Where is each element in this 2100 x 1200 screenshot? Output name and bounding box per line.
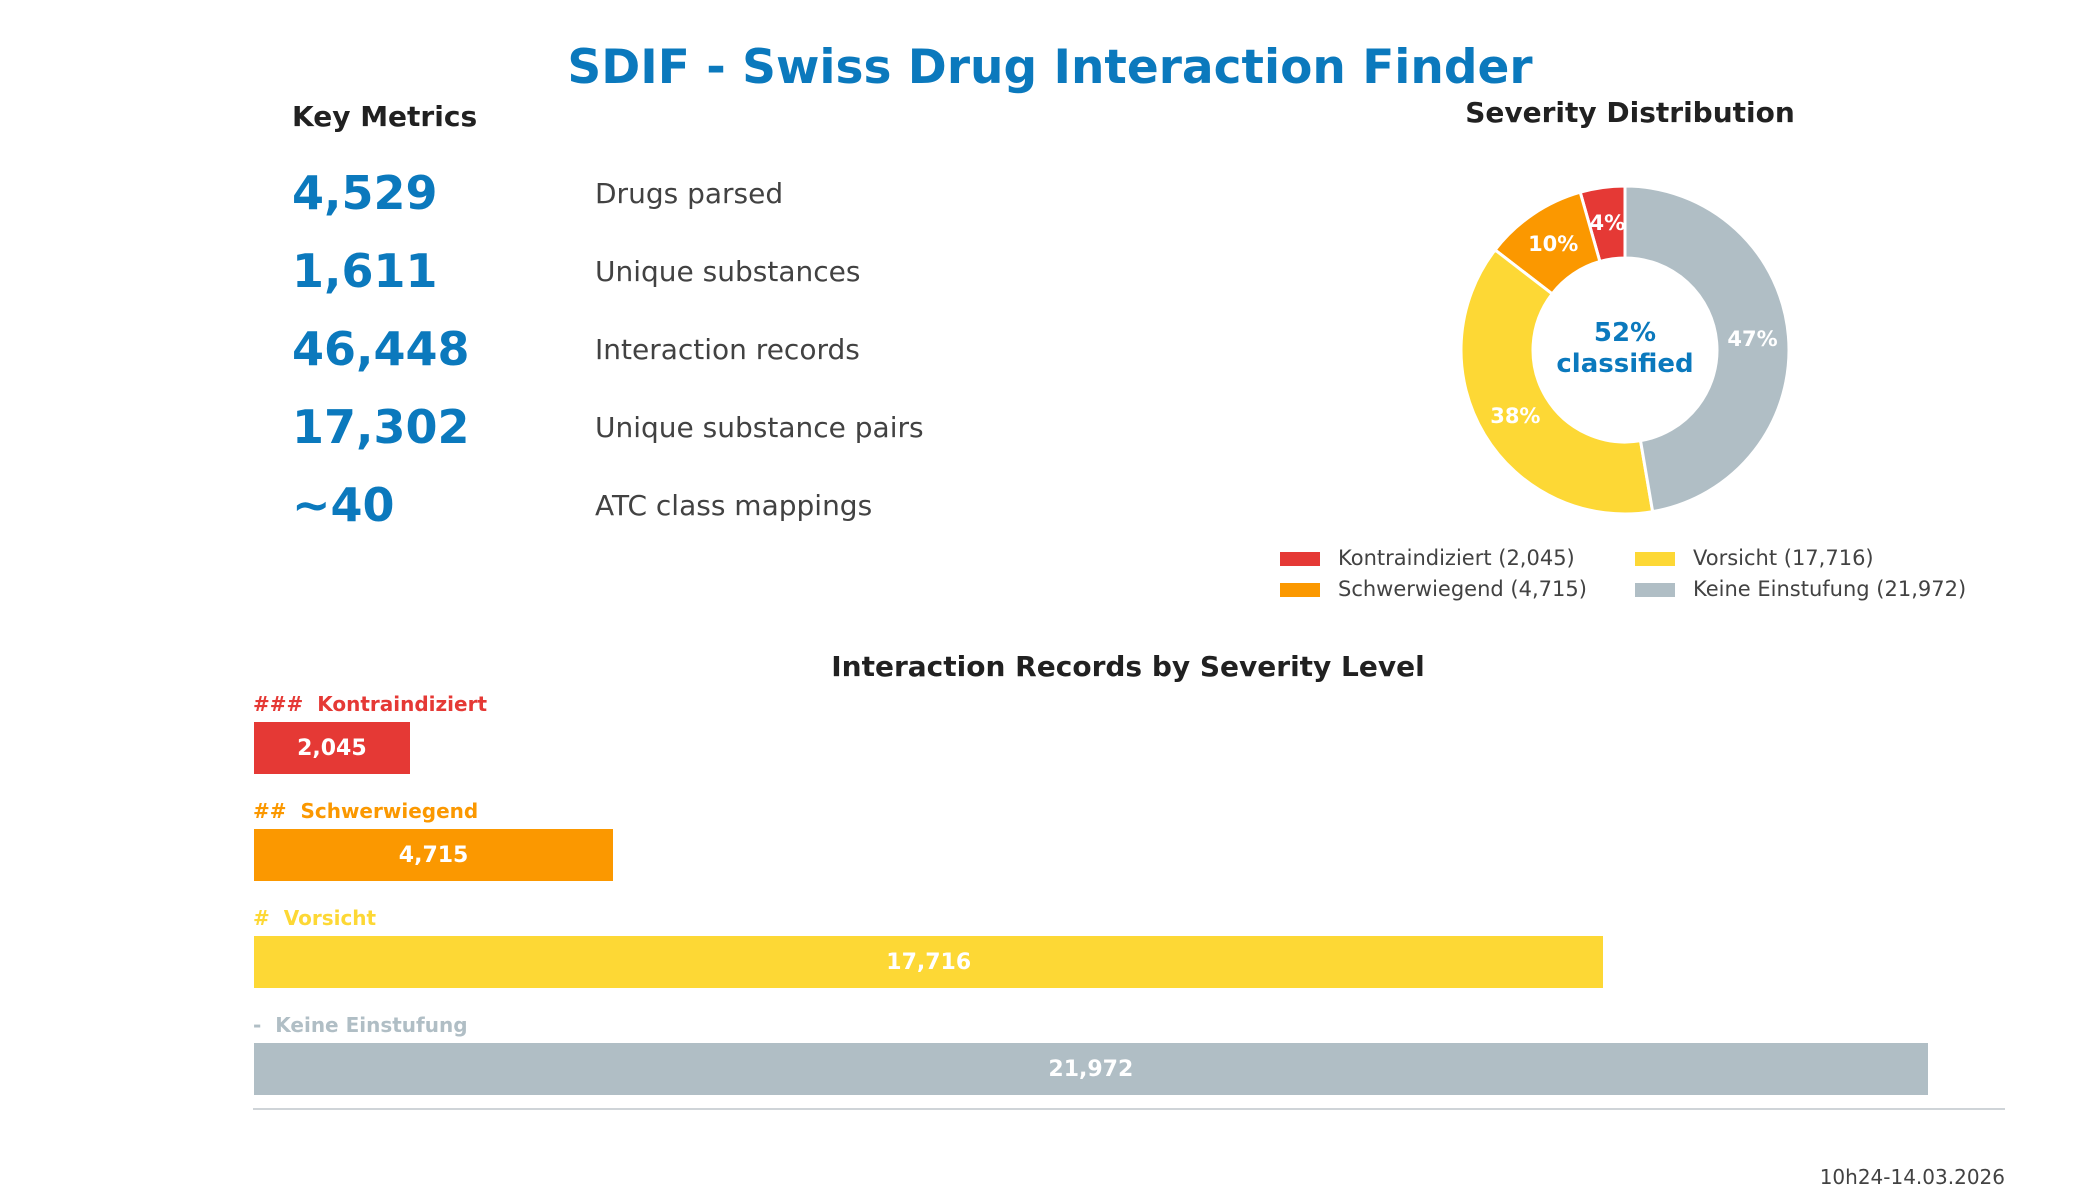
bar-label-vorsicht: # Vorsicht (253, 908, 376, 928)
donut-chart: 4% 10% 38% 47% (1459, 184, 1791, 516)
metric-value-interactions: 46,448 (292, 322, 470, 376)
bar-prefix-schwerwiegend: ## (253, 799, 287, 823)
donut-pct-label-vorsicht: 38% (1490, 404, 1540, 428)
metric-value-drugs: 4,529 (292, 166, 438, 220)
metric-value-pairs: 17,302 (292, 400, 470, 454)
bar-name-schwerwiegend: Schwerwiegend (300, 799, 479, 823)
timestamp: 10h24-14.03.2026 (1819, 1165, 2005, 1189)
legend-label-kontraindiziert: Kontraindiziert (2,045) (1338, 546, 1575, 570)
donut-chart-title: Severity Distribution (1465, 96, 1795, 129)
bar-prefix-keine: - (253, 1013, 262, 1037)
bar-kontraindiziert: 2,045 (254, 722, 410, 774)
legend-swatch-keine (1635, 582, 1675, 597)
metric-label-atc: ATC class mappings (595, 489, 873, 522)
donut-center-label: 52% classified (1525, 318, 1725, 380)
bar-chart-baseline (253, 1108, 2005, 1110)
bar-vorsicht: 17,716 (254, 936, 1604, 988)
legend-swatch-schwerwiegend (1280, 582, 1320, 597)
metric-value-atc: ~40 (292, 478, 395, 532)
bar-prefix-kontraindiziert: ### (253, 692, 304, 716)
legend-item-kontraindiziert: Kontraindiziert (2,045) (1280, 548, 1575, 569)
bar-value-schwerwiegend: 4,715 (398, 842, 469, 868)
legend-item-vorsicht: Vorsicht (17,716) (1635, 548, 1874, 569)
bar-keine: 21,972 (254, 1043, 1928, 1095)
bar-label-kontraindiziert: ### Kontraindiziert (253, 694, 487, 714)
legend-swatch-kontraindiziert (1280, 551, 1320, 566)
bar-chart-title: Interaction Records by Severity Level (831, 650, 1425, 683)
metric-value-substances: 1,611 (292, 244, 438, 298)
legend-item-schwerwiegend: Schwerwiegend (4,715) (1280, 579, 1587, 600)
bar-prefix-vorsicht: # (253, 906, 270, 930)
legend-swatch-vorsicht (1635, 551, 1675, 566)
metric-label-drugs: Drugs parsed (595, 177, 784, 210)
bar-name-keine: Keine Einstufung (275, 1013, 468, 1037)
donut-center-percent: 52% (1593, 318, 1657, 348)
metric-label-interactions: Interaction records (595, 333, 860, 366)
page-title: SDIF - Swiss Drug Interaction Finder (567, 40, 1533, 95)
legend-label-vorsicht: Vorsicht (17,716) (1693, 546, 1874, 570)
bar-value-keine: 21,972 (1048, 1056, 1134, 1082)
legend-label-schwerwiegend: Schwerwiegend (4,715) (1338, 577, 1587, 601)
legend-label-keine: Keine Einstufung (21,972) (1693, 577, 1967, 601)
donut-center-caption: classified (1556, 349, 1694, 379)
bar-schwerwiegend: 4,715 (254, 829, 614, 881)
bar-label-schwerwiegend: ## Schwerwiegend (253, 801, 478, 821)
donut-pct-label-schwerwiegend: 10% (1528, 232, 1578, 256)
bar-name-vorsicht: Vorsicht (283, 906, 377, 930)
donut-pct-label-keine-einstufung: 47% (1727, 327, 1777, 351)
metric-label-pairs: Unique substance pairs (595, 411, 924, 444)
bar-value-kontraindiziert: 2,045 (297, 735, 367, 761)
legend-item-keine: Keine Einstufung (21,972) (1635, 579, 1966, 600)
bar-name-kontraindiziert: Kontraindiziert (317, 692, 488, 716)
bar-value-vorsicht: 17,716 (886, 949, 972, 975)
donut-slice-vorsicht (1459, 247, 1655, 516)
key-metrics-heading: Key Metrics (292, 100, 478, 133)
metric-label-substances: Unique substances (595, 255, 861, 288)
bar-label-keine: - Keine Einstufung (253, 1015, 468, 1035)
donut-slice-keine-einstufung (1623, 184, 1791, 514)
donut-pct-label-kontraindiziert: 4% (1590, 211, 1626, 235)
